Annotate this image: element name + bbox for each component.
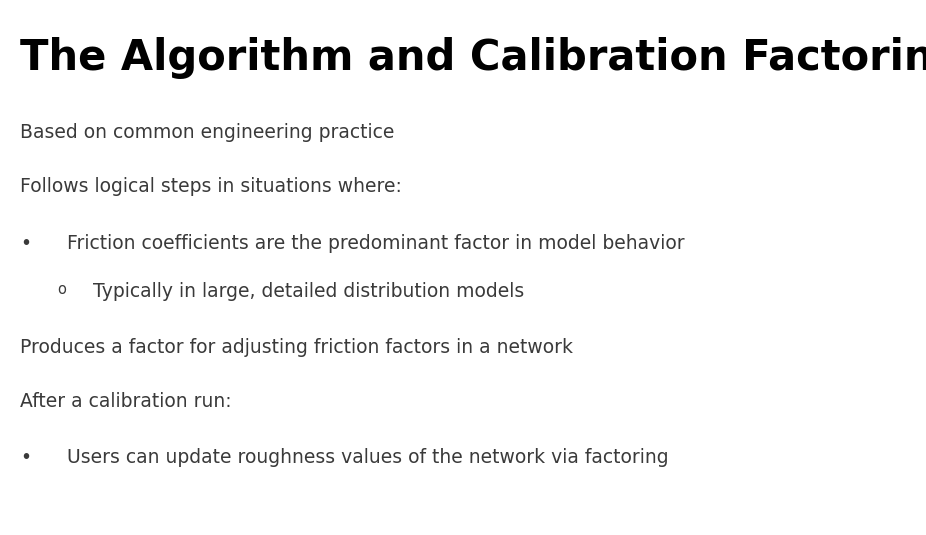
- Text: The Algorithm and Calibration Factoring: The Algorithm and Calibration Factoring: [20, 37, 926, 80]
- Text: o: o: [57, 282, 67, 297]
- Text: After a calibration run:: After a calibration run:: [20, 392, 232, 411]
- Text: •: •: [20, 234, 31, 254]
- Text: Users can update roughness values of the network via factoring: Users can update roughness values of the…: [67, 448, 669, 468]
- Text: Typically in large, detailed distribution models: Typically in large, detailed distributio…: [93, 282, 524, 302]
- Text: Follows logical steps in situations where:: Follows logical steps in situations wher…: [20, 177, 402, 196]
- Text: Friction coefficients are the predominant factor in model behavior: Friction coefficients are the predominan…: [67, 234, 684, 254]
- Text: •: •: [20, 448, 31, 468]
- Text: Produces a factor for adjusting friction factors in a network: Produces a factor for adjusting friction…: [20, 338, 573, 357]
- Text: Based on common engineering practice: Based on common engineering practice: [20, 123, 394, 142]
